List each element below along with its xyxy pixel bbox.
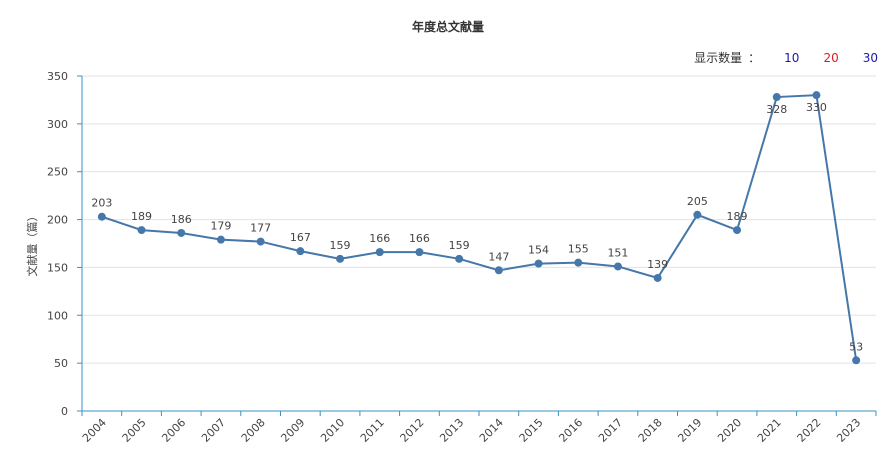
- data-label: 159: [330, 239, 351, 252]
- x-tick-label: 2011: [358, 416, 387, 445]
- data-label: 203: [91, 197, 112, 210]
- y-tick-label: 250: [47, 166, 68, 179]
- x-tick-label: 2005: [120, 416, 149, 445]
- data-label: 166: [409, 232, 430, 245]
- data-label: 139: [647, 258, 668, 271]
- data-point: [693, 210, 702, 219]
- data-point: [852, 356, 861, 365]
- x-tick-label: 2007: [199, 416, 228, 445]
- y-tick-label: 300: [47, 118, 68, 131]
- x-tick-label: 2017: [596, 416, 625, 445]
- x-tick-label: 2013: [437, 416, 466, 445]
- data-label: 189: [727, 210, 748, 223]
- x-tick-label: 2004: [80, 416, 109, 445]
- data-point: [216, 235, 225, 244]
- display-count-label: 显示数量: [694, 51, 743, 65]
- x-tick-label: 2015: [517, 416, 546, 445]
- data-point: [574, 258, 583, 267]
- data-point: [653, 273, 662, 282]
- y-tick-label: 0: [61, 405, 68, 418]
- y-tick-label: 200: [47, 214, 68, 227]
- data-point: [613, 262, 622, 271]
- data-label: 166: [369, 232, 390, 245]
- display-count-separator: ：: [748, 51, 761, 65]
- data-point: [534, 259, 543, 268]
- x-tick-label: 2009: [278, 416, 307, 445]
- x-tick-label: 2010: [318, 416, 347, 445]
- y-tick-label: 50: [54, 357, 68, 370]
- data-label: 330: [806, 101, 827, 114]
- data-point: [97, 212, 106, 221]
- x-tick-label: 2006: [159, 416, 188, 445]
- data-label: 189: [131, 210, 152, 223]
- data-label: 167: [290, 231, 311, 244]
- data-label: 53: [849, 340, 863, 353]
- data-label: 154: [528, 244, 549, 257]
- data-label: 147: [488, 250, 509, 263]
- x-tick-label: 2012: [398, 416, 427, 445]
- data-point: [494, 266, 503, 275]
- data-point: [177, 228, 186, 237]
- display-count-option-10[interactable]: 10: [784, 50, 800, 65]
- data-point: [256, 237, 265, 246]
- data-point: [137, 226, 146, 235]
- y-tick-label: 100: [47, 309, 68, 322]
- data-point: [772, 93, 781, 102]
- y-tick-label: 150: [47, 261, 68, 274]
- data-label: 205: [687, 195, 708, 208]
- y-tick-label: 350: [47, 70, 68, 83]
- data-label: 159: [449, 239, 470, 252]
- data-point: [375, 248, 384, 257]
- series-line: [101, 94, 858, 361]
- x-tick-label: 2019: [675, 416, 704, 445]
- display-count-option-30[interactable]: 30: [862, 50, 878, 65]
- data-label: 328: [766, 103, 787, 116]
- x-tick-label: 2018: [636, 416, 665, 445]
- x-tick-label: 2023: [834, 416, 863, 445]
- data-point: [733, 226, 742, 235]
- x-tick-label: 2022: [795, 416, 824, 445]
- x-tick-label: 2021: [755, 416, 784, 445]
- data-label: 151: [607, 246, 628, 259]
- x-tick-label: 2020: [715, 416, 744, 445]
- display-count-control: 显示数量 ： 10 20 30: [694, 49, 878, 66]
- data-point: [296, 247, 305, 256]
- data-label: 177: [250, 222, 271, 235]
- data-label: 179: [210, 220, 231, 233]
- data-point: [336, 254, 345, 263]
- display-count-option-20[interactable]: 20: [823, 50, 839, 65]
- x-tick-label: 2016: [556, 416, 585, 445]
- x-tick-label: 2008: [239, 416, 268, 445]
- data-point: [415, 248, 424, 257]
- y-axis-label: 文献量（篇）: [25, 211, 39, 277]
- data-point: [812, 91, 821, 100]
- data-point: [455, 254, 464, 263]
- x-tick-label: 2014: [477, 416, 506, 445]
- data-label: 186: [171, 213, 192, 226]
- data-label: 155: [568, 243, 589, 256]
- chart-title: 年度总文献量: [411, 20, 484, 34]
